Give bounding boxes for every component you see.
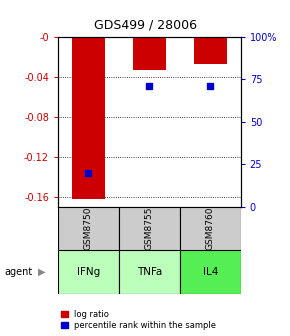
Bar [58, 207, 119, 250]
Text: IFNg: IFNg [77, 267, 100, 277]
Text: GDS499 / 28006: GDS499 / 28006 [93, 19, 197, 32]
Text: GSM8760: GSM8760 [206, 207, 215, 250]
Bar [133, 37, 166, 70]
Bar [58, 250, 119, 294]
Text: TNFa: TNFa [137, 267, 162, 277]
Text: agent: agent [4, 267, 32, 277]
Bar [180, 207, 241, 250]
Bar [72, 37, 105, 199]
Bar [119, 207, 180, 250]
Text: IL4: IL4 [202, 267, 218, 277]
Text: GSM8750: GSM8750 [84, 207, 93, 250]
Bar [193, 37, 227, 64]
Legend: log ratio, percentile rank within the sample: log ratio, percentile rank within the sa… [59, 308, 218, 332]
Bar [119, 250, 180, 294]
Bar [180, 250, 241, 294]
Text: ▶: ▶ [38, 267, 46, 277]
Text: GSM8755: GSM8755 [145, 207, 154, 250]
